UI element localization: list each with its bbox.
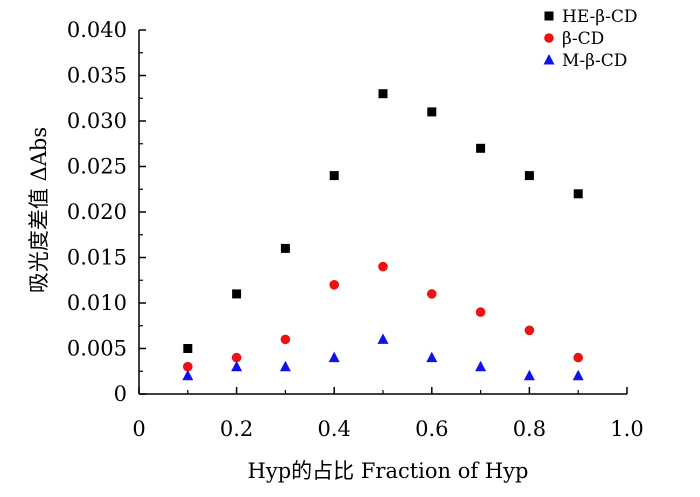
series-square: [183, 89, 583, 353]
y-axis-label: 吸光度差值 ΔAbs: [27, 127, 51, 293]
data-point: [377, 333, 389, 344]
y-axis-ticks: 0 0.005 0.010 0.015 0.020 0.025 0.030 0.035 0.04…: [67, 18, 146, 406]
y-tick-label: 0.015: [67, 246, 127, 270]
data-point: [378, 89, 388, 99]
data-point: [427, 107, 437, 117]
data-point: [573, 352, 583, 363]
x-axis-ticks: 0 0.2 0.4 0.6 0.8 1.0: [132, 387, 644, 441]
data-point: [182, 369, 194, 381]
legend-marker: [544, 11, 554, 21]
legend-label: M-β-CD: [562, 51, 627, 71]
data-point: [476, 143, 486, 153]
y-tick-label: 0.025: [67, 155, 127, 179]
y-tick-label: 0.030: [67, 109, 127, 133]
data-point: [183, 344, 193, 353]
data-point: [329, 171, 339, 181]
y-tick-label: 0.035: [67, 64, 127, 88]
series-triangle: [182, 333, 584, 381]
series-circle: [183, 261, 583, 372]
data-point: [524, 171, 534, 181]
y-tick-label: 0.020: [67, 200, 127, 224]
data-point: [231, 352, 242, 363]
x-tick-label: 0.6: [415, 417, 448, 441]
x-axis-label: Hyp的占比 Fraction of Hyp: [248, 459, 529, 483]
x-tick-label: 1.0: [610, 417, 643, 441]
data-points: [182, 89, 584, 381]
legend-marker: [544, 33, 554, 43]
data-point: [232, 289, 242, 299]
y-tick-label: 0.040: [67, 18, 127, 42]
data-point: [231, 360, 243, 372]
data-point: [280, 334, 291, 345]
x-tick-label: 0.4: [317, 417, 350, 441]
data-point: [427, 289, 437, 299]
data-point: [573, 189, 583, 199]
x-tick-label: 0: [132, 417, 145, 441]
legend-marker: [543, 54, 555, 65]
data-point: [426, 351, 438, 363]
data-point: [328, 351, 340, 363]
data-point: [329, 280, 340, 290]
data-point: [524, 325, 535, 336]
data-point: [280, 243, 290, 253]
data-point: [572, 369, 584, 381]
x-tick-label: 0.8: [513, 417, 546, 441]
data-point: [183, 361, 193, 372]
legend-label: HE-β-CD: [562, 7, 638, 27]
y-tick-label: 0.005: [67, 337, 127, 361]
x-tick-label: 0.2: [220, 417, 253, 441]
data-point: [475, 307, 486, 317]
data-point: [475, 360, 487, 372]
legend-label: β-CD: [562, 29, 604, 49]
data-point: [523, 369, 535, 381]
legend: HE-β-CDβ-CDM-β-CD: [543, 7, 638, 71]
data-point: [378, 261, 388, 272]
y-tick-label: 0: [114, 382, 127, 406]
y-tick-label: 0.010: [67, 291, 127, 315]
data-point: [279, 360, 291, 372]
